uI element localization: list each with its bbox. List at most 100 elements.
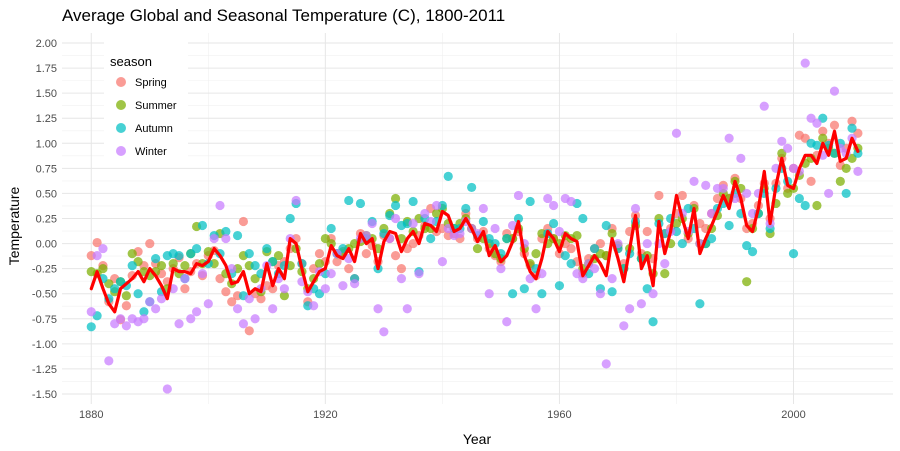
point-spring: [677, 190, 687, 201]
x-tick-label: 1920: [313, 409, 337, 421]
point-autumn: [151, 254, 161, 264]
legend-key-spring: [116, 77, 126, 87]
point-winter: [86, 307, 96, 317]
point-spring: [121, 301, 131, 311]
point-autumn: [174, 251, 184, 261]
point-winter: [853, 166, 863, 176]
point-autumn: [390, 200, 401, 211]
point-winter: [350, 279, 360, 289]
point-autumn: [232, 230, 243, 241]
legend-items: Spring Summer Autumn Winter: [116, 77, 177, 158]
point-autumn: [724, 220, 734, 231]
legend-label-summer: Summer: [135, 100, 177, 112]
point-winter: [601, 359, 611, 369]
average-temperature-line: [89, 129, 860, 314]
legend: season Spring Summer Autumn Winter: [104, 42, 188, 162]
point-autumn: [508, 289, 518, 299]
point-winter: [502, 317, 512, 327]
y-tick-label: 1.50: [36, 88, 57, 100]
y-tick-label: 1.25: [36, 113, 57, 125]
point-winter: [636, 299, 646, 309]
legend-title: season: [110, 54, 152, 69]
point-summer: [326, 238, 336, 249]
point-spring: [566, 243, 576, 254]
point-autumn: [221, 226, 231, 237]
point-autumn: [841, 188, 851, 199]
point-autumn: [519, 284, 529, 294]
point-summer: [98, 264, 108, 274]
point-winter: [162, 384, 172, 394]
point-autumn: [250, 261, 260, 271]
point-winter: [630, 203, 641, 214]
point-spring: [314, 248, 325, 259]
point-spring: [221, 287, 231, 297]
point-summer: [841, 163, 851, 173]
point-summer: [818, 133, 828, 143]
point-autumn: [706, 233, 717, 244]
point-winter: [671, 128, 682, 138]
y-axis-title: Temperature: [6, 186, 22, 265]
point-winter: [490, 223, 500, 234]
point-winter: [642, 238, 652, 249]
point-winter: [759, 101, 769, 111]
point-winter: [747, 208, 758, 219]
x-tick-label: 1880: [79, 409, 103, 421]
point-spring: [361, 248, 371, 259]
chart-title: Average Global and Seasonal Temperature …: [62, 6, 505, 25]
point-winter: [496, 264, 506, 274]
point-winter: [414, 269, 424, 279]
point-summer: [742, 277, 752, 287]
point-winter: [824, 188, 834, 199]
point-winter: [829, 86, 840, 96]
point-winter: [186, 314, 196, 324]
point-autumn: [566, 259, 576, 269]
point-winter: [244, 294, 254, 304]
legend-key-autumn: [116, 123, 126, 133]
point-winter: [543, 193, 553, 204]
point-summer: [180, 261, 190, 271]
point-autumn: [139, 307, 149, 317]
point-summer: [156, 261, 167, 271]
y-tick-label: 1.00: [36, 138, 57, 150]
point-spring: [344, 264, 354, 274]
point-summer: [168, 259, 178, 269]
point-summer: [273, 251, 284, 261]
point-winter: [718, 183, 728, 194]
point-summer: [127, 248, 137, 259]
point-summer: [314, 259, 325, 269]
point-autumn: [554, 281, 565, 291]
point-autumn: [788, 248, 799, 259]
legend-label-spring: Spring: [135, 77, 167, 89]
point-autumn: [853, 148, 863, 158]
x-tick-label: 1960: [547, 409, 571, 421]
point-spring: [396, 264, 407, 274]
point-winter: [156, 294, 167, 304]
point-autumn: [578, 213, 588, 224]
point-spring: [244, 326, 254, 336]
point-winter: [742, 188, 752, 199]
point-autumn: [800, 200, 810, 211]
y-axis-ticks: -1.50 -1.25 -1.00 -0.75 -0.50 -0.25 0.00 0.25 0.…: [32, 38, 57, 401]
point-spring: [92, 237, 102, 248]
point-autumn: [191, 243, 202, 254]
point-autumn: [355, 198, 366, 209]
point-winter: [209, 233, 219, 244]
point-winter: [115, 314, 126, 324]
point-autumn: [747, 246, 758, 257]
point-winter: [227, 264, 237, 274]
point-winter: [783, 143, 793, 153]
point-autumn: [525, 196, 535, 207]
point-autumn: [490, 238, 500, 249]
point-summer: [279, 291, 289, 301]
point-spring: [390, 251, 401, 261]
point-winter: [531, 304, 541, 314]
point-winter: [812, 118, 822, 128]
point-winter: [554, 226, 565, 237]
point-winter: [268, 304, 278, 314]
point-winter: [660, 259, 670, 269]
x-axis-title: Year: [463, 431, 492, 447]
point-spring: [268, 284, 278, 294]
point-winter: [191, 307, 202, 317]
legend-label-autumn: Autumn: [135, 123, 173, 135]
point-winter: [513, 190, 524, 201]
